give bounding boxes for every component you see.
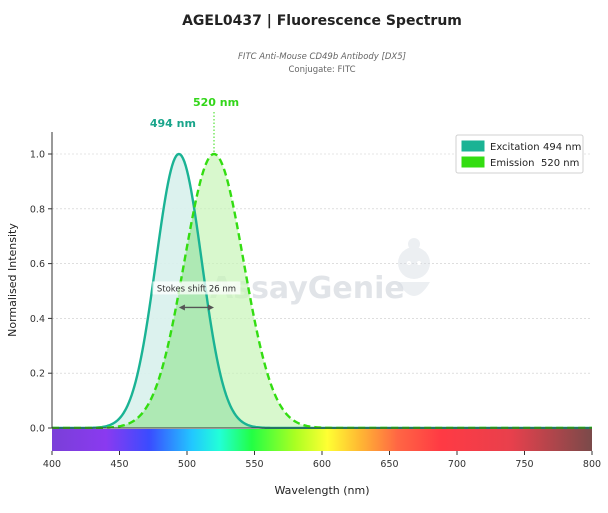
y-axis-ticks: 0.0 0.2 0.4 0.6 0.8 1.0 <box>30 150 52 435</box>
x-tick-label: 800 <box>583 459 601 470</box>
x-tick-label: 450 <box>110 459 128 470</box>
emission-peak-label: 520 nm <box>193 96 239 109</box>
x-tick-label: 700 <box>448 459 466 470</box>
legend-label-emission: Emission <box>490 158 535 169</box>
y-tick-label: 0.2 <box>30 369 45 380</box>
legend-box <box>455 134 584 174</box>
legend-label-excitation: Excitation <box>490 142 540 153</box>
grid-lines <box>52 153 592 374</box>
genie-logo-icon <box>398 238 430 296</box>
stokes-arrowhead-left <box>178 304 185 311</box>
legend-swatch-excitation <box>461 140 485 152</box>
y-axis-label: Normalised Intensity <box>6 223 19 337</box>
stokes-shift-annotation: Stokes shift 26 nm <box>152 281 241 311</box>
stokes-shift-label: Stokes shift 26 nm <box>157 284 236 294</box>
y-tick-label: 0.8 <box>30 204 45 215</box>
x-tick-label: 600 <box>313 459 331 470</box>
legend-value-emission: 520 nm <box>541 158 579 169</box>
stokes-arrowhead-right <box>208 304 214 311</box>
x-axis-label: Wavelength (nm) <box>274 484 369 497</box>
x-tick-label: 750 <box>515 459 533 470</box>
chart-subtitle: FITC Anti-Mouse CD49b Antibody [DX5] <box>238 52 406 62</box>
y-tick-label: 0.4 <box>30 314 45 325</box>
x-tick-label: 550 <box>245 459 263 470</box>
excitation-peak-label: 494 nm <box>150 117 196 130</box>
x-axis-ticks: 400 450 500 550 600 650 700 750 800 <box>43 451 601 470</box>
chart-title: AGEL0437 | Fluorescence Spectrum <box>182 13 462 29</box>
x-tick-label: 400 <box>43 459 61 470</box>
y-tick-label: 0.0 <box>30 424 45 435</box>
conjugate-label: Conjugate: FITC <box>288 65 355 75</box>
peak-markers: 494 nm 520 nm <box>150 96 239 154</box>
y-tick-label: 1.0 <box>30 150 45 161</box>
legend: Excitation 494 nm Emission 520 nm <box>455 134 584 174</box>
y-tick-label: 0.6 <box>30 259 45 270</box>
stokes-label-bg <box>152 281 241 295</box>
overlap-area <box>52 210 592 428</box>
x-tick-label: 500 <box>178 459 196 470</box>
x-tick-label: 650 <box>380 459 398 470</box>
legend-swatch-emission <box>461 156 485 168</box>
legend-value-excitation: 494 nm <box>543 142 581 153</box>
visible-spectrum-bar <box>52 429 592 451</box>
